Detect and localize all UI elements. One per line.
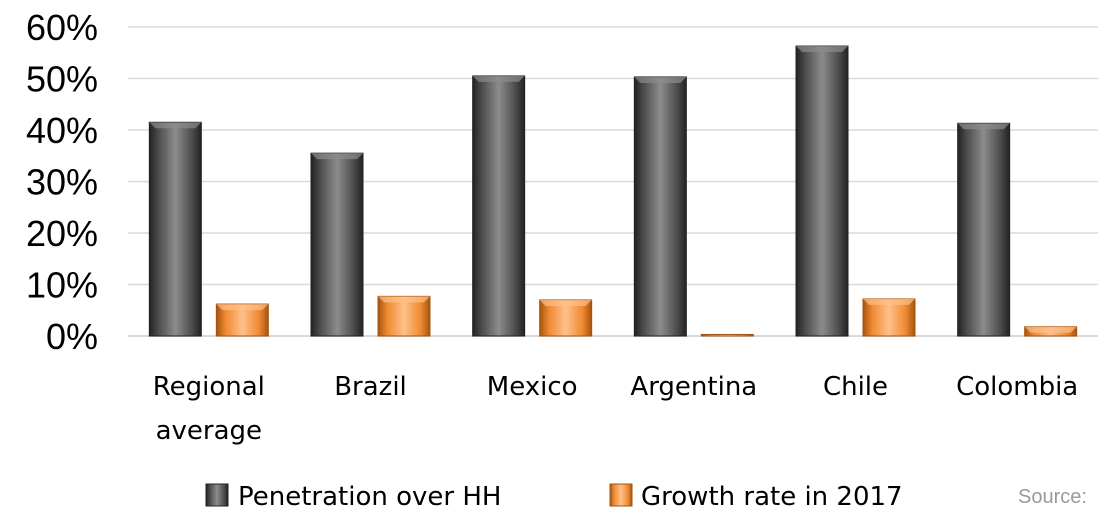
bar-penetration-bevel <box>472 75 525 82</box>
y-tick-label: 10% <box>26 265 98 306</box>
x-tick-label: Brazil <box>334 372 407 402</box>
y-tick-label: 30% <box>26 162 98 203</box>
legend-label-penetration: Penetration over HH <box>238 482 501 512</box>
bar-growth-rate-bevel <box>1024 326 1077 333</box>
bar-penetration-bevel <box>796 46 848 53</box>
x-tick-label: Chile <box>823 372 888 402</box>
bar-growth-rate-bevel <box>378 296 430 303</box>
bars <box>148 45 1078 337</box>
x-tick-label: Argentina <box>630 372 757 402</box>
bar-growth-rate <box>377 295 431 337</box>
legend: Penetration over HH Growth rate in 2017 <box>205 482 903 512</box>
bar-growth-rate <box>862 298 916 337</box>
bar-penetration-bevel <box>149 122 202 129</box>
bar-growth-rate-bevel <box>863 298 915 305</box>
y-tick-label: 40% <box>26 110 98 151</box>
y-tick-label: 20% <box>26 213 98 254</box>
bar-penetration <box>310 152 364 337</box>
gridlines <box>128 26 1098 337</box>
bar-growth-rate-bevel <box>539 299 592 306</box>
legend-swatch-growth-rate <box>609 483 633 507</box>
bar-penetration <box>472 75 526 337</box>
y-tick-label: 60% <box>26 7 98 48</box>
source-label: Source: <box>1018 486 1087 508</box>
bar-penetration <box>633 76 687 337</box>
legend-label-growth-rate: Growth rate in 2017 <box>641 482 903 512</box>
bar-penetration <box>148 121 202 337</box>
bar-penetration <box>957 122 1011 337</box>
x-axis: Regional average Brazil Mexico Argentina Chil… <box>153 372 1079 446</box>
y-axis: 0% 10% 20% 30% 40% 50% 60% <box>26 7 98 357</box>
bar-penetration <box>795 45 849 337</box>
bar-penetration-bevel <box>311 153 363 160</box>
legend-swatch-penetration <box>205 483 229 507</box>
bar-penetration-bevel <box>957 123 1010 130</box>
y-tick-label: 50% <box>26 59 98 100</box>
x-tick-label: Regional average <box>153 372 265 446</box>
x-tick-label: Mexico <box>487 372 578 402</box>
bar-penetration-bevel <box>634 76 687 83</box>
bar-growth-rate-bevel <box>216 304 269 311</box>
x-tick-label: Colombia <box>956 372 1078 402</box>
bar-growth-rate <box>539 299 593 337</box>
bar-growth-rate <box>700 333 754 337</box>
y-tick-label: 0% <box>46 316 98 357</box>
